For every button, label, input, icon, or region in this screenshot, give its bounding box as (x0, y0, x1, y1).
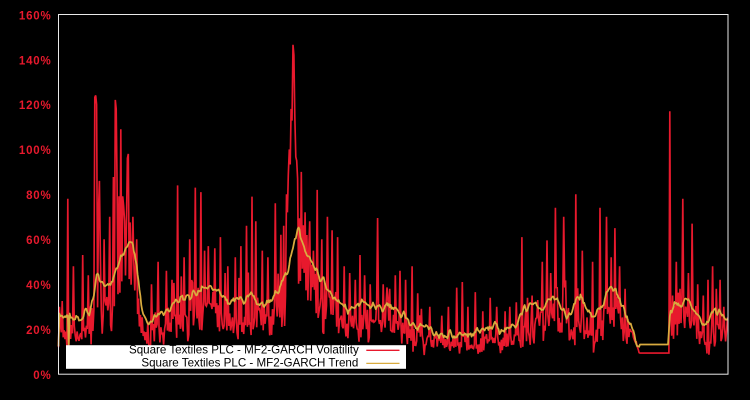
svg-text:80%: 80% (26, 190, 51, 202)
svg-text:Square Textiles PLC - MF2-GARC: Square Textiles PLC - MF2-GARCH Trend (141, 357, 358, 370)
svg-text:60%: 60% (26, 235, 51, 247)
svg-text:20%: 20% (26, 325, 51, 337)
svg-text:100%: 100% (19, 145, 52, 157)
svg-text:Square Textiles PLC - MF2-GARC: Square Textiles PLC - MF2-GARCH Volatili… (129, 344, 359, 357)
svg-text:140%: 140% (19, 55, 52, 67)
svg-text:160%: 160% (19, 10, 52, 22)
svg-text:40%: 40% (26, 280, 51, 292)
svg-text:0%: 0% (33, 370, 51, 382)
svg-text:120%: 120% (19, 100, 52, 112)
